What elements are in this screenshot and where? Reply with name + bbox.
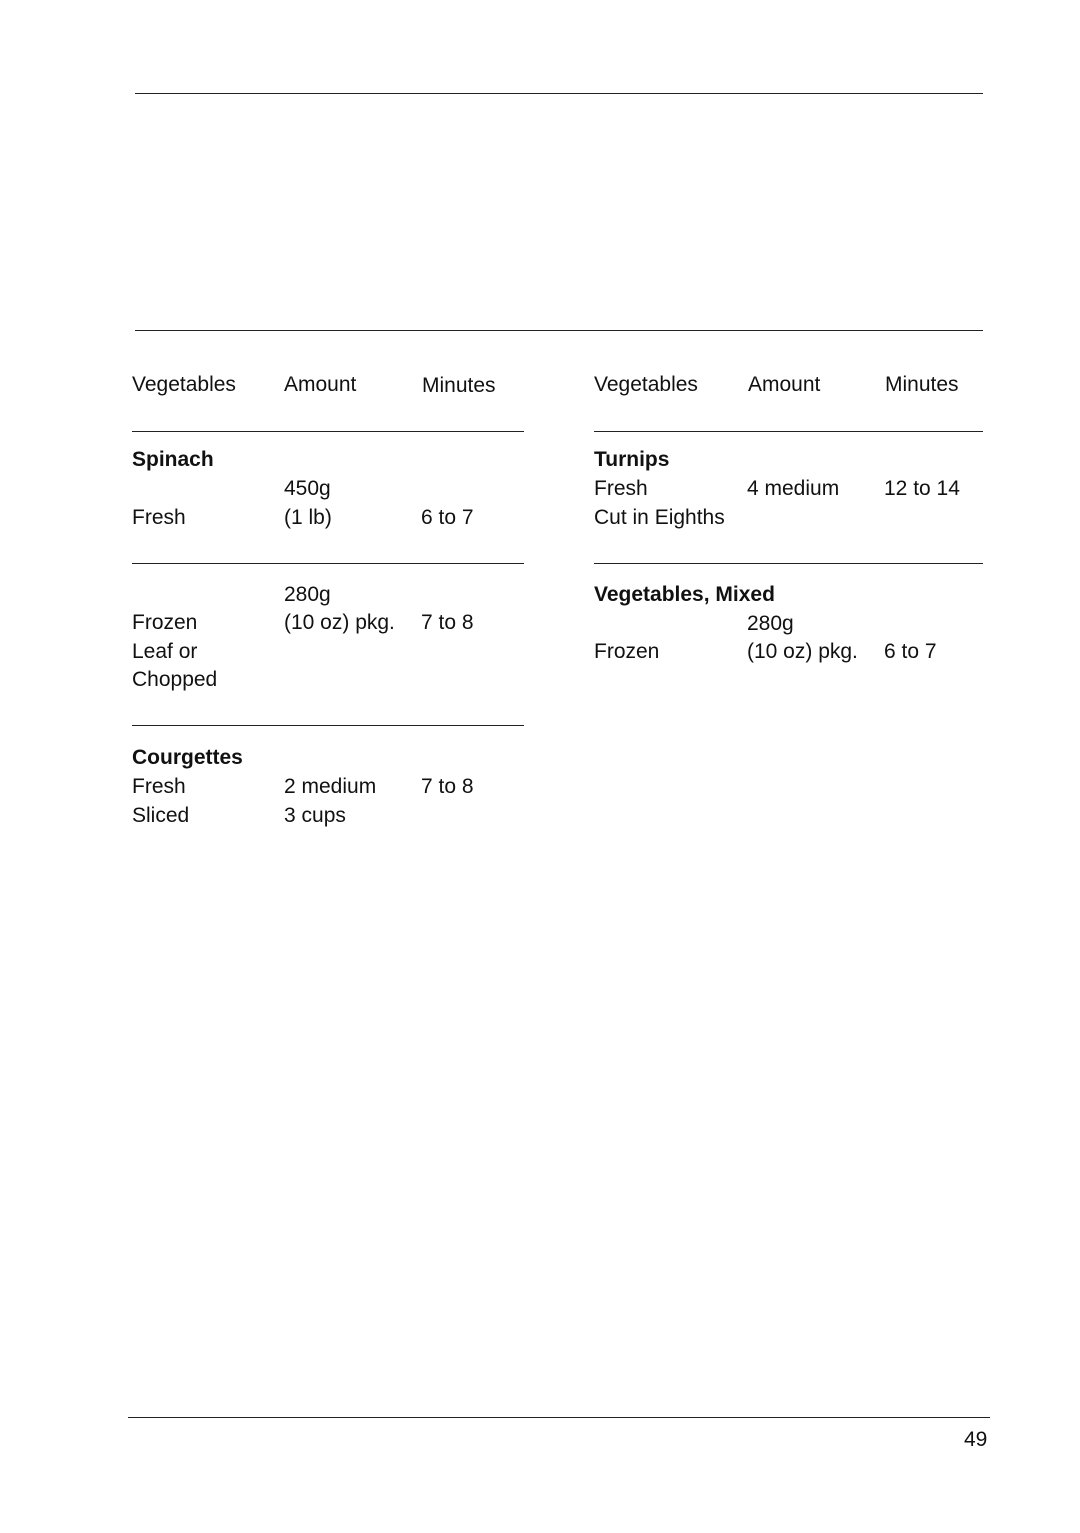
top-rule	[135, 93, 983, 94]
header-vegetables: Vegetables	[594, 373, 698, 396]
footer-rule	[128, 1417, 990, 1418]
turnips-note: Cut in Eighths	[594, 506, 725, 529]
turnips-label: Fresh	[594, 477, 648, 500]
courgettes-label: Fresh	[132, 775, 186, 798]
spinach-title: Spinach	[132, 448, 214, 471]
spinach-frozen-minutes: 7 to 8	[421, 611, 474, 634]
row-rule	[132, 563, 524, 564]
spinach-frozen-metric: 280g	[284, 583, 331, 606]
header-minutes: Minutes	[885, 373, 959, 396]
mixed-minutes: 6 to 7	[884, 640, 937, 663]
spinach-frozen-label: Frozen	[132, 611, 198, 634]
spinach-fresh-metric: 450g	[284, 477, 331, 500]
header-vegetables: Vegetables	[132, 373, 236, 396]
turnips-title: Turnips	[594, 448, 670, 471]
spinach-fresh-label: Fresh	[132, 506, 186, 529]
courgettes-amount: 2 medium	[284, 775, 377, 798]
courgettes-note: Sliced	[132, 804, 190, 827]
page-number: 49	[964, 1428, 988, 1451]
mixed-title: Vegetables, Mixed	[594, 583, 775, 606]
courgettes-title: Courgettes	[132, 746, 243, 769]
turnips-minutes: 12 to 14	[884, 477, 960, 500]
header-rule	[132, 431, 524, 432]
spinach-frozen-amount: (10 oz) pkg.	[284, 611, 395, 634]
row-rule	[594, 563, 983, 564]
section-rule	[135, 330, 983, 331]
spinach-frozen-note2: Chopped	[132, 668, 218, 691]
header-minutes: Minutes	[422, 374, 496, 397]
spinach-fresh-minutes: 6 to 7	[421, 506, 474, 529]
courgettes-amount2: 3 cups	[284, 804, 346, 827]
mixed-label: Frozen	[594, 640, 660, 663]
spinach-frozen-note1: Leaf or	[132, 640, 198, 663]
header-amount: Amount	[748, 373, 821, 396]
turnips-amount: 4 medium	[747, 477, 840, 500]
mixed-amount: (10 oz) pkg.	[747, 640, 858, 663]
mixed-metric: 280g	[747, 612, 794, 635]
spinach-fresh-amount: (1 lb)	[284, 506, 332, 529]
header-rule	[594, 431, 983, 432]
row-rule	[132, 725, 524, 726]
courgettes-minutes: 7 to 8	[421, 775, 474, 798]
header-amount: Amount	[284, 373, 357, 396]
